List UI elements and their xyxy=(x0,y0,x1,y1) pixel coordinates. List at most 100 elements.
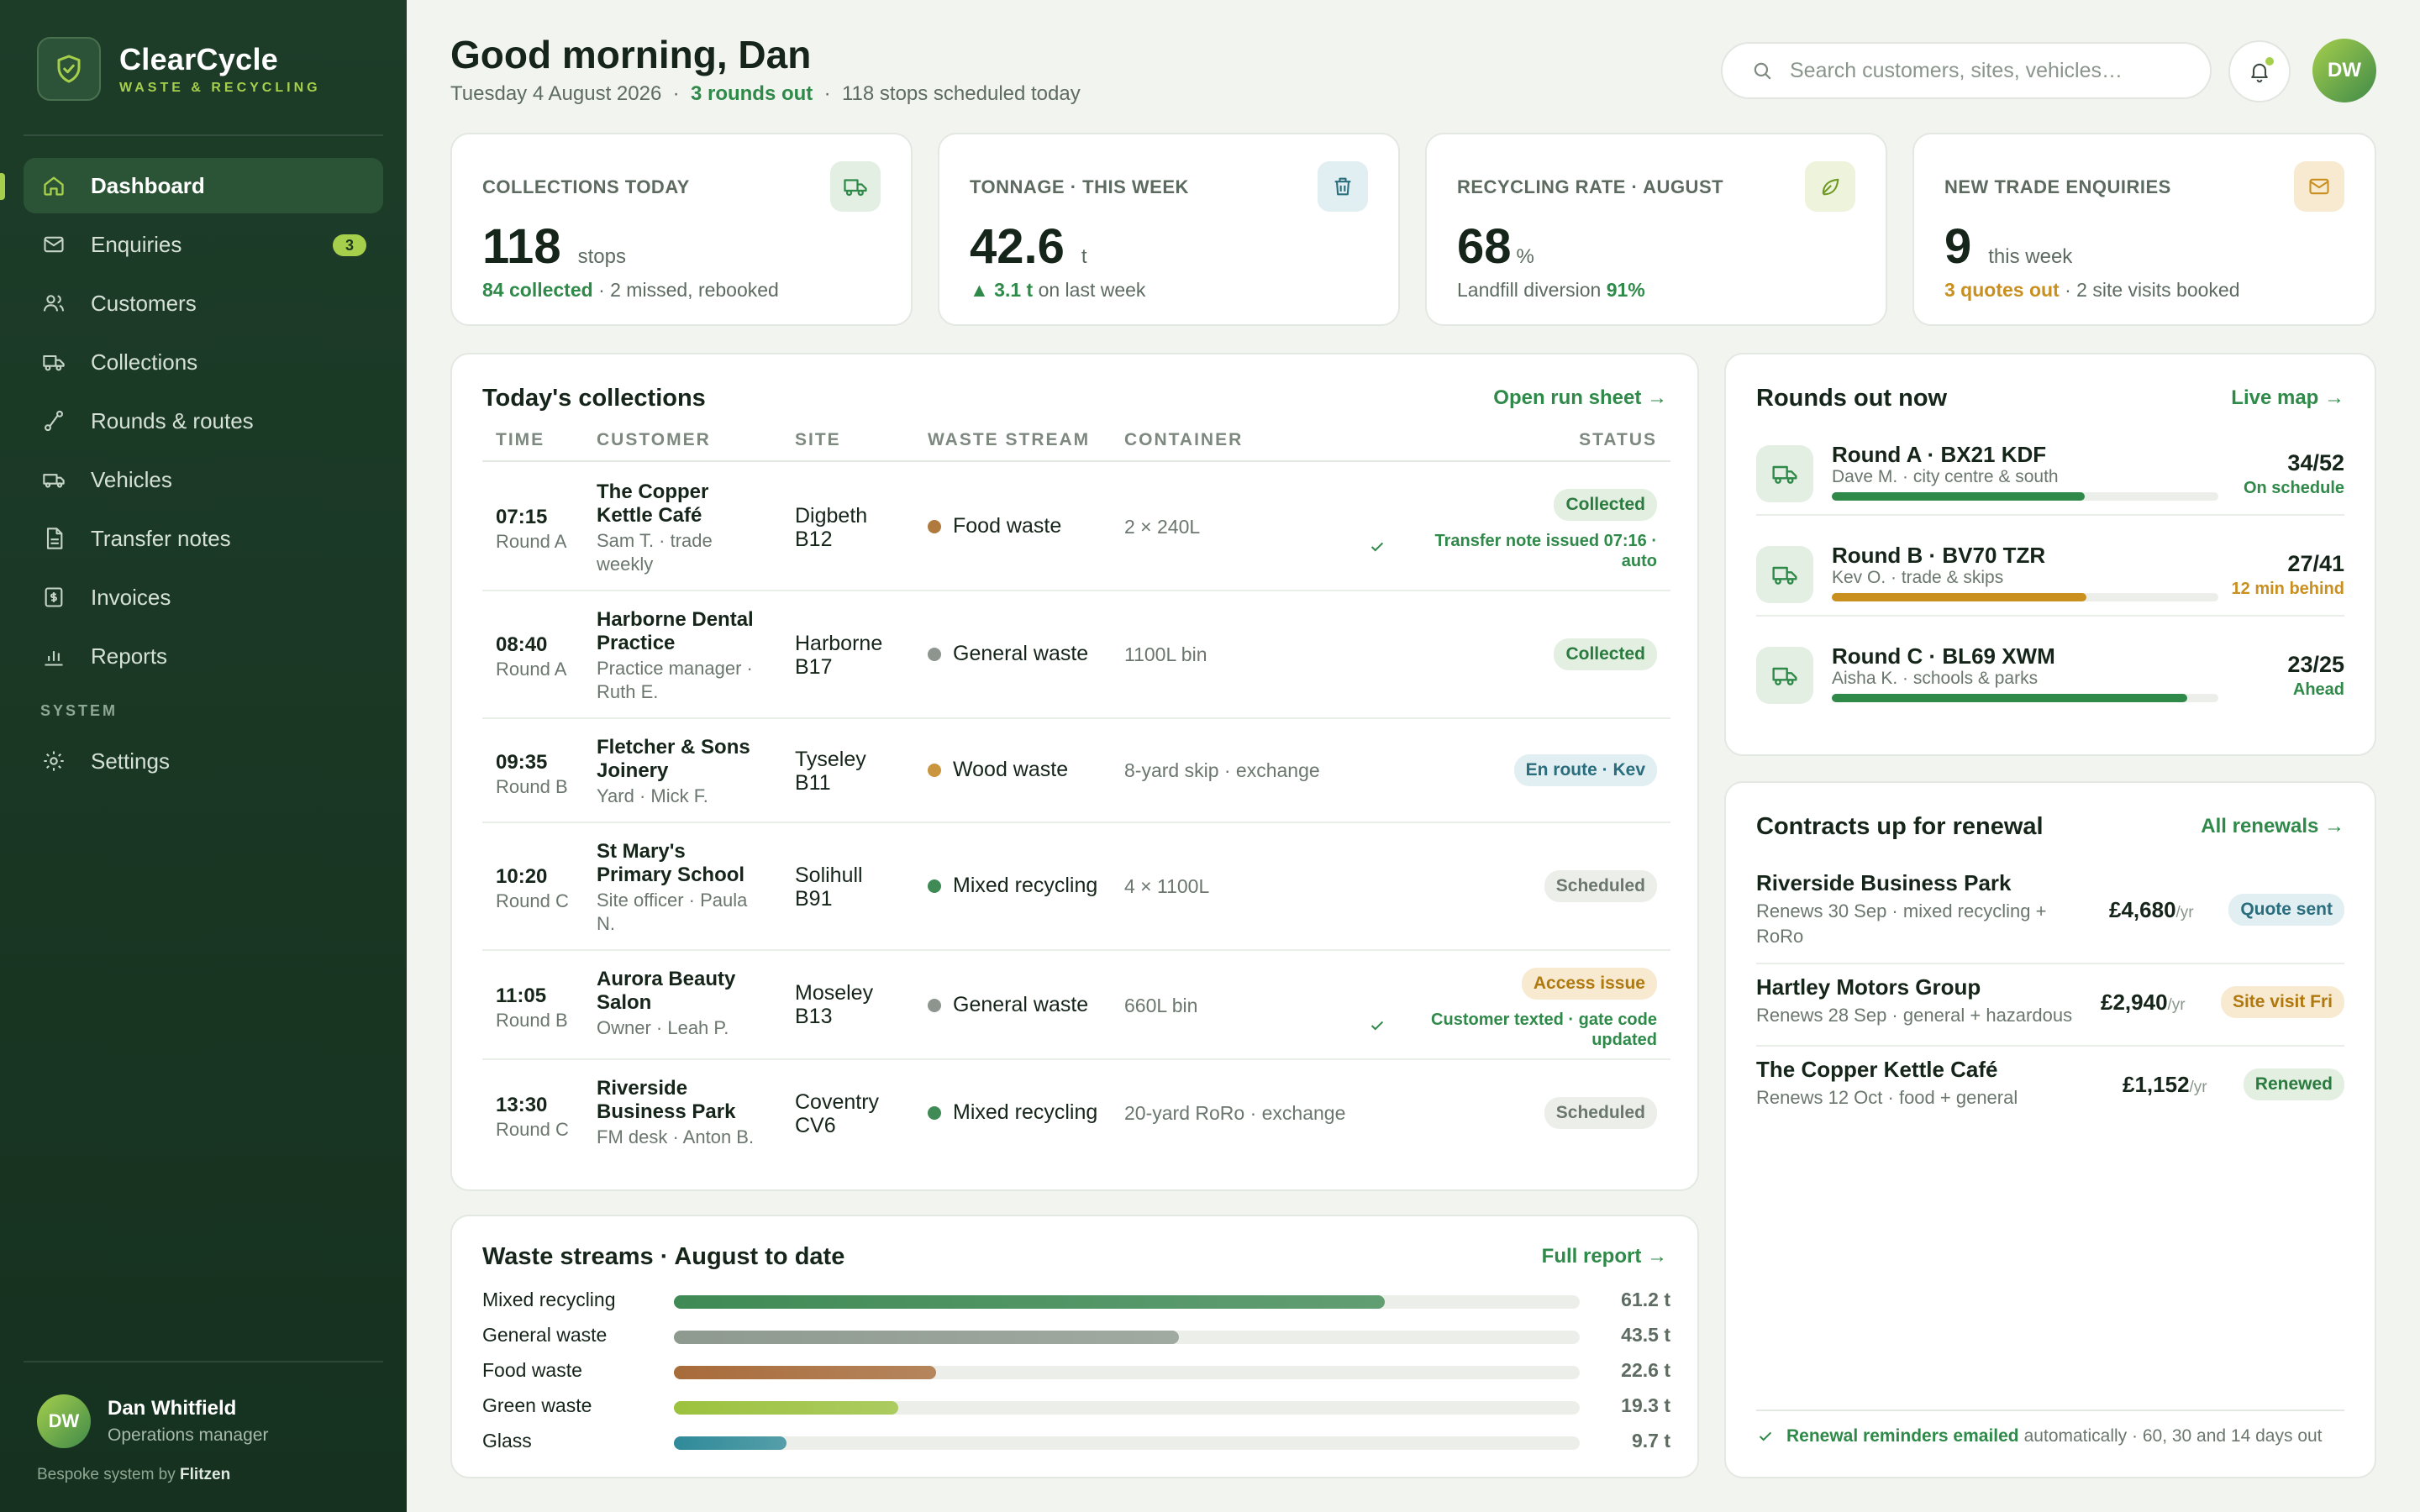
renewal-details: Renews 12 Oct · food + general xyxy=(1756,1087,2018,1108)
chart-category-label: Green waste xyxy=(482,1394,592,1416)
customer-name[interactable]: The Copper Kettle Café xyxy=(597,480,709,527)
table-row[interactable]: 08:40 Round A Harborne Dental Practice Pra… xyxy=(482,591,1670,719)
kpi-card-tonnage[interactable]: TONNAGE · THIS WEEK 42.6 t ▲ 3.1 t on las… xyxy=(938,133,1400,326)
check-icon xyxy=(1370,542,1384,552)
table-row[interactable]: 07:15 Round A The Copper Kettle Café Sam T… xyxy=(482,464,1670,591)
rounds-out-link[interactable]: 3 rounds out xyxy=(690,82,813,105)
customer-name[interactable]: Fletcher & Sons Joinery xyxy=(597,736,750,782)
card-title: Today's collections xyxy=(482,385,706,412)
live-map-link[interactable]: Live map → xyxy=(2231,386,2344,409)
renewal-item[interactable]: Hartley Motors Group Renews 28 Sep · gen… xyxy=(1756,964,2344,1047)
search-input[interactable]: Search customers, sites, vehicles… xyxy=(1721,42,2212,99)
kpi-card-recycling-rate[interactable]: RECYCLING RATE · AUGUST 68% Landfill div… xyxy=(1425,133,1887,326)
customer-name[interactable]: St Mary's Primary School xyxy=(597,840,745,886)
waste-stream-label: General waste xyxy=(953,642,1089,665)
renewal-reminder-note: Renewal reminders emailed automatically … xyxy=(1756,1410,2344,1446)
sidebar-item-transfer-notes[interactable]: Transfer notes xyxy=(24,511,383,566)
price-period: /yr xyxy=(2175,904,2194,921)
status-badge[interactable]: Site visit Fri xyxy=(2220,986,2344,1018)
customer-contact: Practice manager · Ruth E. xyxy=(597,658,753,702)
waste-stream-label: Mixed recycling xyxy=(953,874,1098,897)
search-placeholder: Search customers, sites, vehicles… xyxy=(1790,58,2123,82)
status-badge[interactable]: Collected xyxy=(1554,489,1657,521)
all-renewals-link[interactable]: All renewals → xyxy=(2201,815,2344,837)
kpi-value: 9 xyxy=(1944,219,1972,274)
notifications-button[interactable] xyxy=(2228,40,2291,102)
reminder-highlight: Renewal reminders emailed xyxy=(1786,1426,2019,1446)
customer-name[interactable]: Aurora Beauty Salon xyxy=(597,968,736,1014)
page-title: Good morning, Dan xyxy=(450,33,812,76)
status-badge[interactable]: En route · Kev xyxy=(1513,754,1657,786)
sidebar-item-invoices[interactable]: Invoices xyxy=(24,570,383,625)
vendor-name[interactable]: Flitzen xyxy=(180,1466,231,1483)
sidebar-item-enquiries[interactable]: Enquiries 3 xyxy=(24,217,383,272)
brand[interactable]: ClearCycle WASTE & RECYCLING xyxy=(37,37,321,101)
kpi-unit: % xyxy=(1516,245,1534,268)
status-badge[interactable]: Scheduled xyxy=(1544,1097,1657,1129)
renewal-item[interactable]: Riverside Business Park Renews 30 Sep · … xyxy=(1756,860,2344,964)
row-round: Round A xyxy=(496,659,567,680)
round-item[interactable]: Round C · BL69 XWM Aisha K. · schools & … xyxy=(1756,633,2344,717)
card-title: Rounds out now xyxy=(1756,385,1948,412)
vendor-credit-prefix: Bespoke system by xyxy=(37,1466,176,1483)
user-profile[interactable]: DW Dan Whitfield Operations manager xyxy=(37,1394,268,1448)
price-value: £4,680 xyxy=(2109,897,2176,922)
avatar[interactable]: DW xyxy=(2312,39,2376,102)
status-badge[interactable]: Collected xyxy=(1554,638,1657,670)
waste-stream: Wood waste xyxy=(928,758,1068,782)
kpi-card-collections[interactable]: COLLECTIONS TODAY 118 stops 84 collected … xyxy=(450,133,913,326)
round-progress-fill xyxy=(1832,593,2087,601)
renewal-details: Renews 30 Sep · mixed recycling + RoRo xyxy=(1756,900,2047,947)
column-header[interactable]: CONTAINER xyxy=(1124,430,1244,449)
round-item[interactable]: Round A · BX21 KDF Dave M. · city centre… xyxy=(1756,432,2344,516)
round-progress-bar xyxy=(1832,593,2218,601)
user-role: Operations manager xyxy=(108,1425,269,1445)
row-round: Round B xyxy=(496,776,568,797)
open-run-sheet-link[interactable]: Open run sheet → xyxy=(1493,386,1667,409)
status-badge[interactable]: Scheduled xyxy=(1544,870,1657,902)
kpi-label: COLLECTIONS TODAY xyxy=(482,176,690,197)
customer-name[interactable]: Riverside Business Park xyxy=(597,1077,736,1123)
sidebar-item-reports[interactable]: Reports xyxy=(24,628,383,684)
sidebar-item-label: Dashboard xyxy=(91,172,205,198)
column-header[interactable]: SITE xyxy=(795,430,841,449)
kpi-card-enquiries[interactable]: NEW TRADE ENQUIRIES 9 this week 3 quotes … xyxy=(1912,133,2376,326)
renewal-price: £4,680/yr xyxy=(2109,897,2194,923)
waste-stream: Mixed recycling xyxy=(928,874,1097,898)
sidebar-item-rounds[interactable]: Rounds & routes xyxy=(24,393,383,449)
status-badge[interactable]: Quote sent xyxy=(2228,894,2344,926)
row-time: 07:15 xyxy=(496,506,548,528)
customer-name[interactable]: Harborne Dental Practice xyxy=(597,608,754,654)
status-badge[interactable]: Renewed xyxy=(2243,1068,2344,1100)
column-header[interactable]: STATUS xyxy=(1579,430,1657,449)
truck-icon xyxy=(1756,445,1813,502)
table-row[interactable]: 09:35 Round B Fletcher & Sons Joinery Yard… xyxy=(482,719,1670,823)
table-row[interactable]: 13:30 Round C Riverside Business Park FM d… xyxy=(482,1060,1670,1168)
renewal-item[interactable]: The Copper Kettle Café Renews 12 Oct · f… xyxy=(1756,1047,2344,1129)
sidebar-item-dashboard[interactable]: Dashboard xyxy=(0,158,383,213)
kpi-footnote-highlight: 84 collected xyxy=(482,279,593,301)
sidebar-item-settings[interactable]: Settings xyxy=(24,733,383,789)
chart-value-label: 19.3 t xyxy=(1621,1394,1670,1416)
column-header[interactable]: CUSTOMER xyxy=(597,430,711,449)
table-row[interactable]: 10:20 Round C St Mary's Primary School Sit… xyxy=(482,823,1670,951)
sidebar-item-collections[interactable]: Collections xyxy=(24,334,383,390)
sidebar-item-vehicles[interactable]: Vehicles xyxy=(24,452,383,507)
round-item[interactable]: Round B · BV70 TZR Kev O. · trade & skip… xyxy=(1756,533,2344,617)
waste-stream-label: Food waste xyxy=(953,514,1062,538)
chart-bar-track xyxy=(674,1436,1580,1450)
kpi-value: 118 xyxy=(482,219,561,274)
full-report-link[interactable]: Full report → xyxy=(1541,1245,1667,1268)
row-time: 13:30 xyxy=(496,1094,548,1116)
column-header[interactable]: WASTE STREAM xyxy=(928,430,1091,449)
renewal-price: £2,940/yr xyxy=(2101,990,2186,1016)
kpi-footnote-text: Landfill diversion xyxy=(1457,279,1607,301)
table-row[interactable]: 11:05 Round B Aurora Beauty Salon Owner · … xyxy=(482,951,1670,1060)
sidebar-item-customers[interactable]: Customers xyxy=(24,276,383,331)
status-badge[interactable]: Access issue xyxy=(1521,968,1657,1000)
nav-section-label: SYSTEM xyxy=(40,702,118,719)
route-icon xyxy=(42,409,66,433)
round-driver: Dave M. · city centre & south xyxy=(1832,467,2059,486)
container: 20-yard RoRo · exchange xyxy=(1124,1102,1346,1124)
column-header[interactable]: TIME xyxy=(496,430,545,449)
